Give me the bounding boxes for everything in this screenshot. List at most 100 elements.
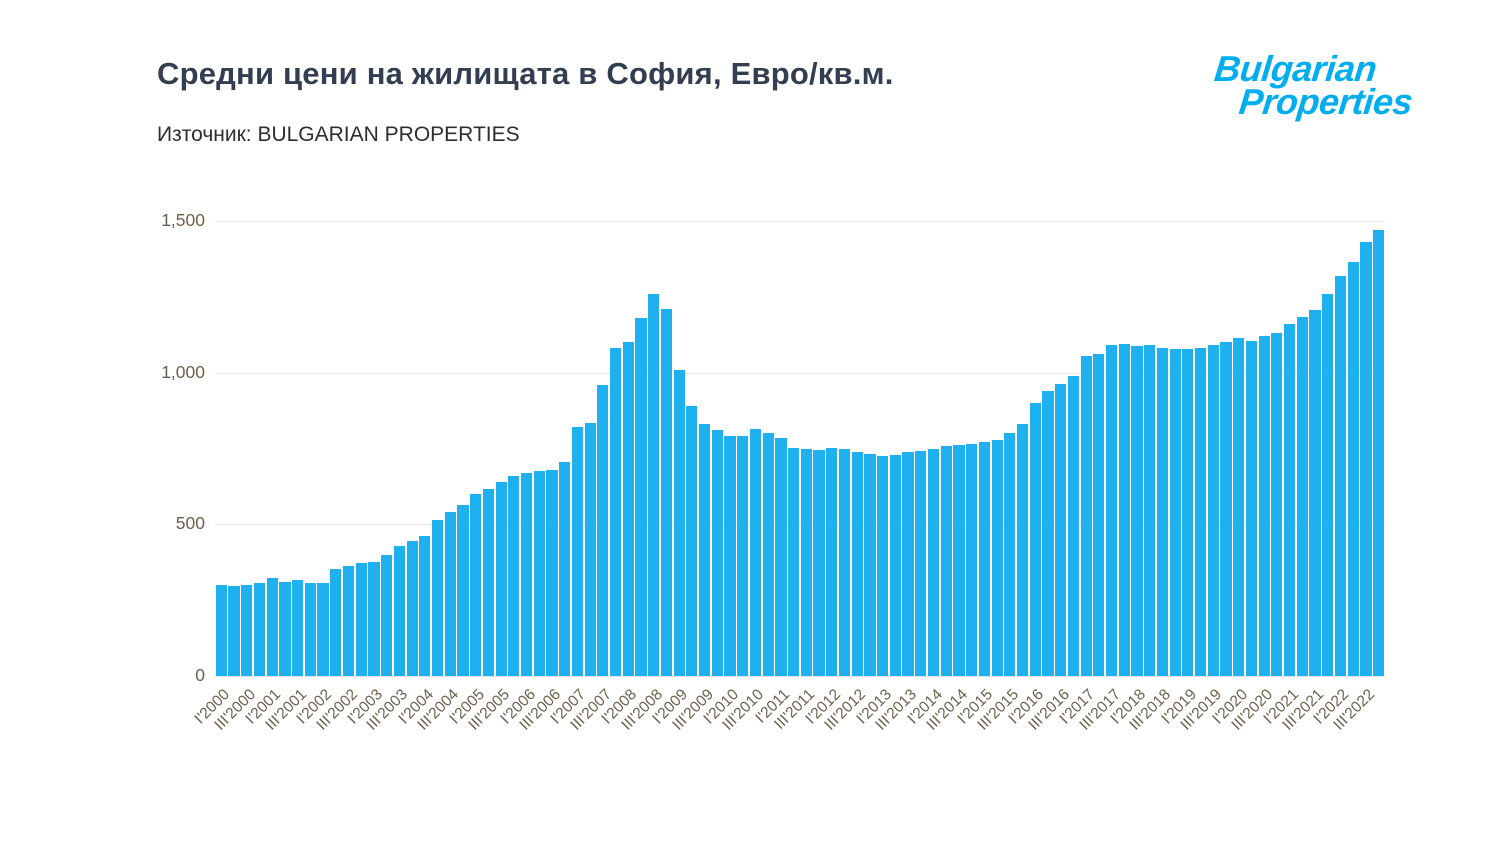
bar-III'2002	[342, 566, 355, 676]
bar-III'2006	[546, 469, 558, 676]
logo-line-2: Properties	[1237, 81, 1415, 123]
bar-III'2016	[1055, 384, 1067, 676]
chart-source-label: Източник: BULGARIAN PROPERTIES	[157, 123, 520, 146]
bar-IV'2008	[660, 308, 673, 676]
bar-IV'2005	[508, 475, 520, 676]
bar-III'2017	[1105, 345, 1118, 676]
bar-IV'2006	[559, 462, 571, 676]
bar-IV'2014	[966, 443, 978, 676]
bar-III'2000	[241, 585, 253, 676]
bar-IV'2019	[1220, 342, 1232, 676]
bar-IV'2020	[1271, 333, 1283, 676]
bar-III'2019	[1207, 345, 1219, 676]
bar-I'2010	[724, 436, 736, 676]
bar-II'2011	[788, 447, 800, 676]
bar-III'2010	[749, 428, 762, 676]
bar-IV'2003	[406, 541, 418, 676]
bar-III'2015	[1004, 433, 1016, 676]
bar-IV'2002	[355, 563, 367, 676]
bar-III'2005	[495, 481, 507, 676]
bar-II'2019	[1194, 347, 1207, 676]
page-title: Средни цени на жилищата в София, Евро/кв…	[157, 56, 894, 91]
bar-I'2012	[826, 447, 838, 676]
bar-III'2013	[902, 451, 914, 676]
bar-I'2004	[419, 535, 431, 676]
bar-II'2013	[889, 454, 901, 676]
bar-IV'2015	[1016, 424, 1029, 676]
gridline-0	[215, 676, 1385, 677]
bar-I'2009	[673, 369, 685, 676]
bar-IV'2010	[762, 433, 774, 676]
bar-II'2001	[279, 581, 291, 676]
bar-I'2021	[1284, 324, 1296, 676]
bar-IV'2013	[915, 450, 927, 676]
bar-IV'2021	[1322, 293, 1334, 676]
bar-II'2022	[1347, 261, 1359, 676]
bar-I'2001	[266, 578, 278, 676]
bar-IV'2009	[711, 430, 723, 676]
bar-I'2015	[978, 441, 990, 676]
bar-II'2014	[940, 446, 952, 676]
bar-II'2016	[1042, 391, 1054, 676]
bar-I'2016	[1029, 403, 1041, 676]
bar-IV'2017	[1118, 343, 1130, 676]
bar-III'2003	[393, 546, 405, 676]
bar-IV'2001	[304, 582, 316, 676]
bar-I'2013	[877, 455, 889, 676]
bar-II'2004	[431, 519, 444, 676]
bar-II'2003	[381, 554, 393, 676]
bar-III'2007	[597, 384, 609, 676]
y-axis-tick-label: 500	[175, 513, 205, 534]
bar-I'2006	[520, 473, 533, 676]
bar-III'2009	[699, 424, 711, 676]
bar-IV'2007	[609, 348, 622, 676]
bar-I'2005	[470, 494, 482, 676]
bar-III'2004	[444, 512, 456, 676]
bar-II'2008	[635, 318, 647, 676]
gridline-1000	[215, 372, 1385, 374]
bar-II'2005	[482, 488, 495, 676]
bar-chart-plot-area: 0 500 1,000 1,500 I'2000 III'2000 I'2001 III'20…	[161, 210, 1385, 734]
bar-IV'2004	[457, 504, 469, 676]
bar-II'2002	[330, 569, 342, 676]
bar-III'2022	[1360, 242, 1372, 676]
y-axis-tick-label: 1,000	[161, 361, 205, 382]
bar-II'2009	[686, 406, 698, 676]
bar-II'2020	[1245, 340, 1258, 676]
y-axis-tick-label: 1,500	[161, 210, 205, 230]
gridline-500	[215, 524, 1385, 526]
bar-I'2022	[1334, 275, 1347, 676]
bar-III'2014	[953, 444, 965, 676]
bar-III'2020	[1258, 335, 1270, 676]
bar-III'2008	[648, 293, 660, 676]
bar-II'2015	[991, 440, 1003, 676]
bar-I'2008	[622, 342, 634, 676]
bar-IV'2000	[253, 583, 266, 676]
bar-I'2020	[1233, 337, 1245, 676]
bar-III'2001	[292, 579, 304, 676]
bar-I'2007	[571, 427, 584, 676]
bar-II'2006	[533, 471, 545, 676]
bar-III'2021	[1309, 310, 1321, 676]
gridline-1500	[215, 221, 1385, 222]
bar-III'2012	[851, 451, 863, 676]
bar-IV'2012	[864, 453, 876, 676]
bar-I'2002	[317, 583, 329, 676]
y-axis-tick-label: 0	[195, 665, 205, 685]
bar-I'2014	[927, 448, 940, 676]
bar-II'2021	[1296, 316, 1308, 676]
bar-II'2018	[1144, 345, 1156, 676]
bulgarian-properties-logo: Bulgarian Properties	[1210, 48, 1418, 123]
bar-III'2011	[800, 449, 812, 676]
bar-I'2017	[1080, 355, 1092, 676]
bar-III'2018	[1156, 347, 1169, 676]
bar-IV'2022	[1373, 230, 1385, 676]
bar-IV'2011	[813, 450, 825, 676]
bar-I'2019	[1182, 349, 1194, 676]
bar-II'2000	[228, 585, 240, 676]
bar-II'2012	[838, 449, 851, 676]
bar-IV'2018	[1169, 349, 1181, 676]
bar-IV'2016	[1067, 375, 1080, 676]
bar-I'2003	[368, 562, 380, 676]
